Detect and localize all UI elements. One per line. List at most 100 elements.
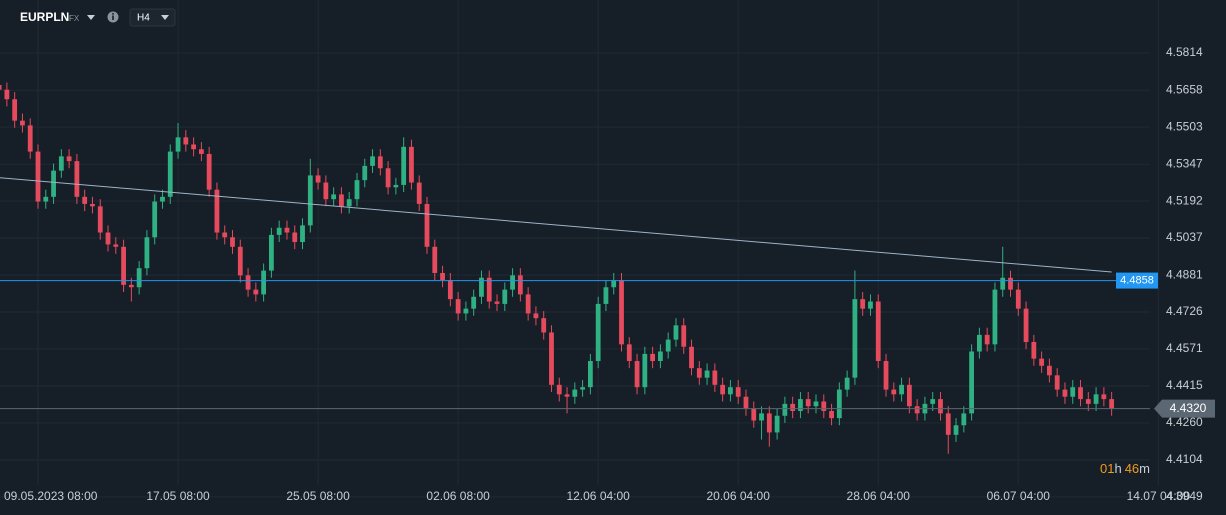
candle-body xyxy=(572,389,578,397)
candle-body xyxy=(323,182,329,200)
x-tick-label: 28.06 04:00 xyxy=(847,489,911,503)
candle-body xyxy=(1047,365,1052,376)
candle-body xyxy=(43,196,49,202)
candle-body xyxy=(82,196,88,204)
countdown-hours: 01 xyxy=(1100,461,1114,476)
candle-body xyxy=(307,175,313,226)
candle-body xyxy=(829,411,834,419)
candle-body xyxy=(658,351,663,362)
countdown: 01h 46m xyxy=(1100,461,1150,476)
grid xyxy=(0,0,1159,498)
candle-body xyxy=(362,165,368,181)
candle-body xyxy=(393,184,399,188)
candle-body xyxy=(728,387,733,395)
candle-body xyxy=(580,387,585,390)
y-tick-label: 4.5658 xyxy=(1166,82,1203,96)
candle-body xyxy=(20,120,25,126)
x-tick-label: 20.06 04:00 xyxy=(706,489,770,503)
y-tick-label: 4.4104 xyxy=(1166,452,1203,466)
y-tick-label: 4.3949 xyxy=(1166,489,1203,503)
candle-body xyxy=(603,287,609,304)
candle-body xyxy=(782,403,788,416)
candle-body xyxy=(992,289,998,345)
candle-body xyxy=(113,244,119,247)
dropdown-arrow[interactable] xyxy=(161,15,169,20)
candle-body xyxy=(868,301,873,309)
candle-body xyxy=(136,268,142,288)
x-tick-label: 12.06 04:00 xyxy=(566,489,630,503)
candle-body xyxy=(938,399,943,414)
candle-body xyxy=(665,339,671,352)
candle-body xyxy=(774,415,780,433)
candle-body xyxy=(704,370,710,378)
info-icon-stem xyxy=(112,15,114,20)
x-tick-label: 14.07 04:00 xyxy=(1127,489,1191,503)
candle-body xyxy=(533,313,539,319)
candle-body xyxy=(198,149,204,154)
candle-body xyxy=(128,284,134,288)
candle-body xyxy=(144,237,150,269)
dropdown-arrow[interactable] xyxy=(87,15,95,20)
candle-body xyxy=(1062,389,1068,397)
y-tick-label: 4.4881 xyxy=(1166,267,1203,281)
candle-body xyxy=(58,156,64,171)
candle-body xyxy=(681,325,687,347)
candle-body xyxy=(953,425,959,435)
candle-body xyxy=(206,153,212,190)
candle-body xyxy=(160,196,165,202)
candle-body xyxy=(416,182,422,204)
candle-body xyxy=(821,401,827,412)
candle-body xyxy=(74,161,80,197)
x-tick-label: 09.05.2023 08:00 xyxy=(4,489,98,503)
candle-body xyxy=(424,203,430,247)
timeframe[interactable]: H4 xyxy=(137,13,150,24)
candle-body xyxy=(743,396,749,409)
candle-body xyxy=(502,289,508,304)
current-price-tag xyxy=(1154,399,1215,418)
candle-body xyxy=(860,299,866,309)
current-price-label: 4.4320 xyxy=(1170,401,1207,415)
candle-body xyxy=(51,170,56,197)
candle-body xyxy=(798,399,803,412)
candle-body xyxy=(245,275,251,290)
y-tick-label: 4.5037 xyxy=(1166,230,1203,244)
candle-body xyxy=(1078,387,1083,400)
candle-body xyxy=(377,156,383,169)
candle-body xyxy=(642,353,648,388)
candle-body xyxy=(549,332,554,385)
candle-body xyxy=(440,272,445,281)
candle-body xyxy=(1109,399,1115,409)
candle-body xyxy=(237,246,243,276)
candle-body xyxy=(852,299,858,378)
candle-body xyxy=(66,156,72,162)
candle-body xyxy=(712,370,718,385)
candle-body xyxy=(1023,308,1029,342)
candle-body xyxy=(447,280,453,300)
candle-body xyxy=(370,156,375,166)
candle-body xyxy=(945,413,951,435)
candle-body xyxy=(735,387,741,397)
candle-body xyxy=(479,277,484,297)
y-tick-label: 4.4260 xyxy=(1166,415,1203,429)
candle-body xyxy=(1054,375,1060,390)
candle-body xyxy=(650,353,656,362)
candle-body xyxy=(844,377,850,390)
symbol[interactable]: EURPLN xyxy=(20,10,69,24)
candle-body xyxy=(759,413,764,421)
candle-body xyxy=(1015,289,1021,309)
info-icon-dot xyxy=(112,13,114,15)
candle-body xyxy=(463,308,469,314)
candle-body xyxy=(751,408,757,421)
timeframe-box[interactable] xyxy=(129,8,176,27)
candle-body xyxy=(813,401,819,407)
y-tick-label: 4.5192 xyxy=(1166,193,1203,207)
candle-body xyxy=(27,125,33,152)
candle-body xyxy=(766,413,772,433)
candle-body xyxy=(121,246,126,285)
toolbar: EURPLN FX H4 xyxy=(20,8,176,27)
candle-body xyxy=(875,301,881,362)
candle-body xyxy=(517,275,523,295)
candle-body xyxy=(4,89,10,100)
candle-body xyxy=(883,361,889,390)
